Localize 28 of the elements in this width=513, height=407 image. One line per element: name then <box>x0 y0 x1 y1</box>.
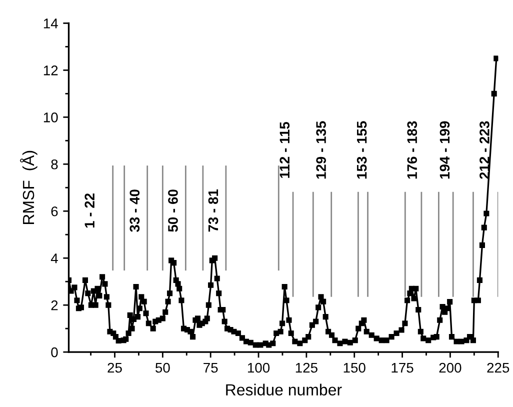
x-tick-label: 75 <box>204 362 218 373</box>
x-tick-label: 25 <box>108 362 122 373</box>
x-tick-label: 200 <box>439 362 462 373</box>
annotation: 1 - 22 <box>84 193 94 228</box>
annotation: 153 - 155 <box>356 121 367 179</box>
x-tick-label: 150 <box>344 362 366 373</box>
x-tick-label: 175 <box>392 362 414 373</box>
annotation: 194 - 199 <box>440 121 450 179</box>
y-tick-label: 0 <box>51 347 58 358</box>
x-tick-label: 100 <box>248 362 270 373</box>
annotation: 176 - 183 <box>407 121 418 179</box>
y-axis-title: RMSF (Å) <box>20 150 38 224</box>
annotation: 129 - 135 <box>316 121 326 179</box>
y-tick-label: 12 <box>44 66 58 76</box>
y-tick-label: 10 <box>44 112 58 122</box>
x-tick-label: 225 <box>487 362 510 373</box>
y-tick-label: 2 <box>51 300 58 310</box>
x-tick-label: 50 <box>156 362 170 373</box>
x-axis-title: Residue number <box>226 384 342 396</box>
y-tick-label: 6 <box>51 206 58 216</box>
y-tick-label: 14 <box>44 18 58 28</box>
y-tick-label: 4 <box>50 254 58 264</box>
y-tick-label: 8 <box>51 159 58 170</box>
annotation: 50 - 60 <box>168 190 178 232</box>
x-tick-label: 125 <box>296 362 318 373</box>
annotation: 112 - 115 <box>280 122 290 178</box>
annotation: 33 - 40 <box>130 190 140 232</box>
annotation: 73 - 81 <box>208 189 218 232</box>
